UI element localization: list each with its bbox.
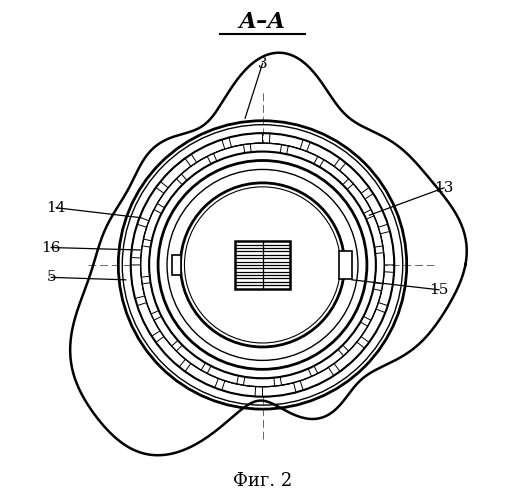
Polygon shape [269,134,303,149]
Text: 13: 13 [434,181,454,195]
Polygon shape [366,216,383,247]
Text: 14: 14 [46,200,66,214]
Circle shape [158,160,367,370]
Polygon shape [307,142,340,167]
Text: 16: 16 [41,240,61,254]
Polygon shape [343,322,367,351]
Polygon shape [380,232,394,265]
Circle shape [118,120,407,409]
Text: А–А: А–А [239,12,286,34]
Polygon shape [379,272,394,306]
Polygon shape [181,156,211,180]
Circle shape [149,152,376,378]
Polygon shape [365,194,388,228]
Polygon shape [374,252,384,284]
Polygon shape [262,382,296,396]
Polygon shape [70,52,467,455]
Polygon shape [287,146,318,164]
Polygon shape [158,179,182,208]
Text: 5: 5 [46,270,56,284]
Polygon shape [143,210,162,241]
Polygon shape [222,381,256,396]
Polygon shape [191,140,225,162]
Bar [235,242,290,288]
Polygon shape [347,184,371,214]
Circle shape [190,192,335,338]
Polygon shape [154,316,178,346]
Polygon shape [141,246,151,277]
Polygon shape [156,336,185,367]
Polygon shape [137,302,160,336]
Text: 3: 3 [258,56,267,70]
Polygon shape [214,144,245,161]
Polygon shape [161,158,191,188]
Polygon shape [320,160,349,185]
Bar [172,255,182,275]
Polygon shape [244,377,275,386]
Polygon shape [142,282,159,314]
Polygon shape [131,265,145,298]
Polygon shape [207,366,238,384]
Bar [339,251,352,278]
Polygon shape [363,289,382,320]
Polygon shape [314,350,344,374]
Text: Фиг. 2: Фиг. 2 [233,472,292,490]
Polygon shape [300,368,334,390]
Circle shape [167,170,358,360]
Text: 15: 15 [429,283,449,297]
Polygon shape [229,133,262,147]
Polygon shape [280,368,311,385]
Polygon shape [70,52,467,455]
Polygon shape [250,143,281,153]
Circle shape [181,183,344,347]
Polygon shape [340,163,369,194]
Polygon shape [361,309,385,342]
Polygon shape [185,364,218,388]
Polygon shape [131,224,146,258]
Polygon shape [334,342,364,372]
Polygon shape [176,345,205,370]
Polygon shape [140,188,164,221]
